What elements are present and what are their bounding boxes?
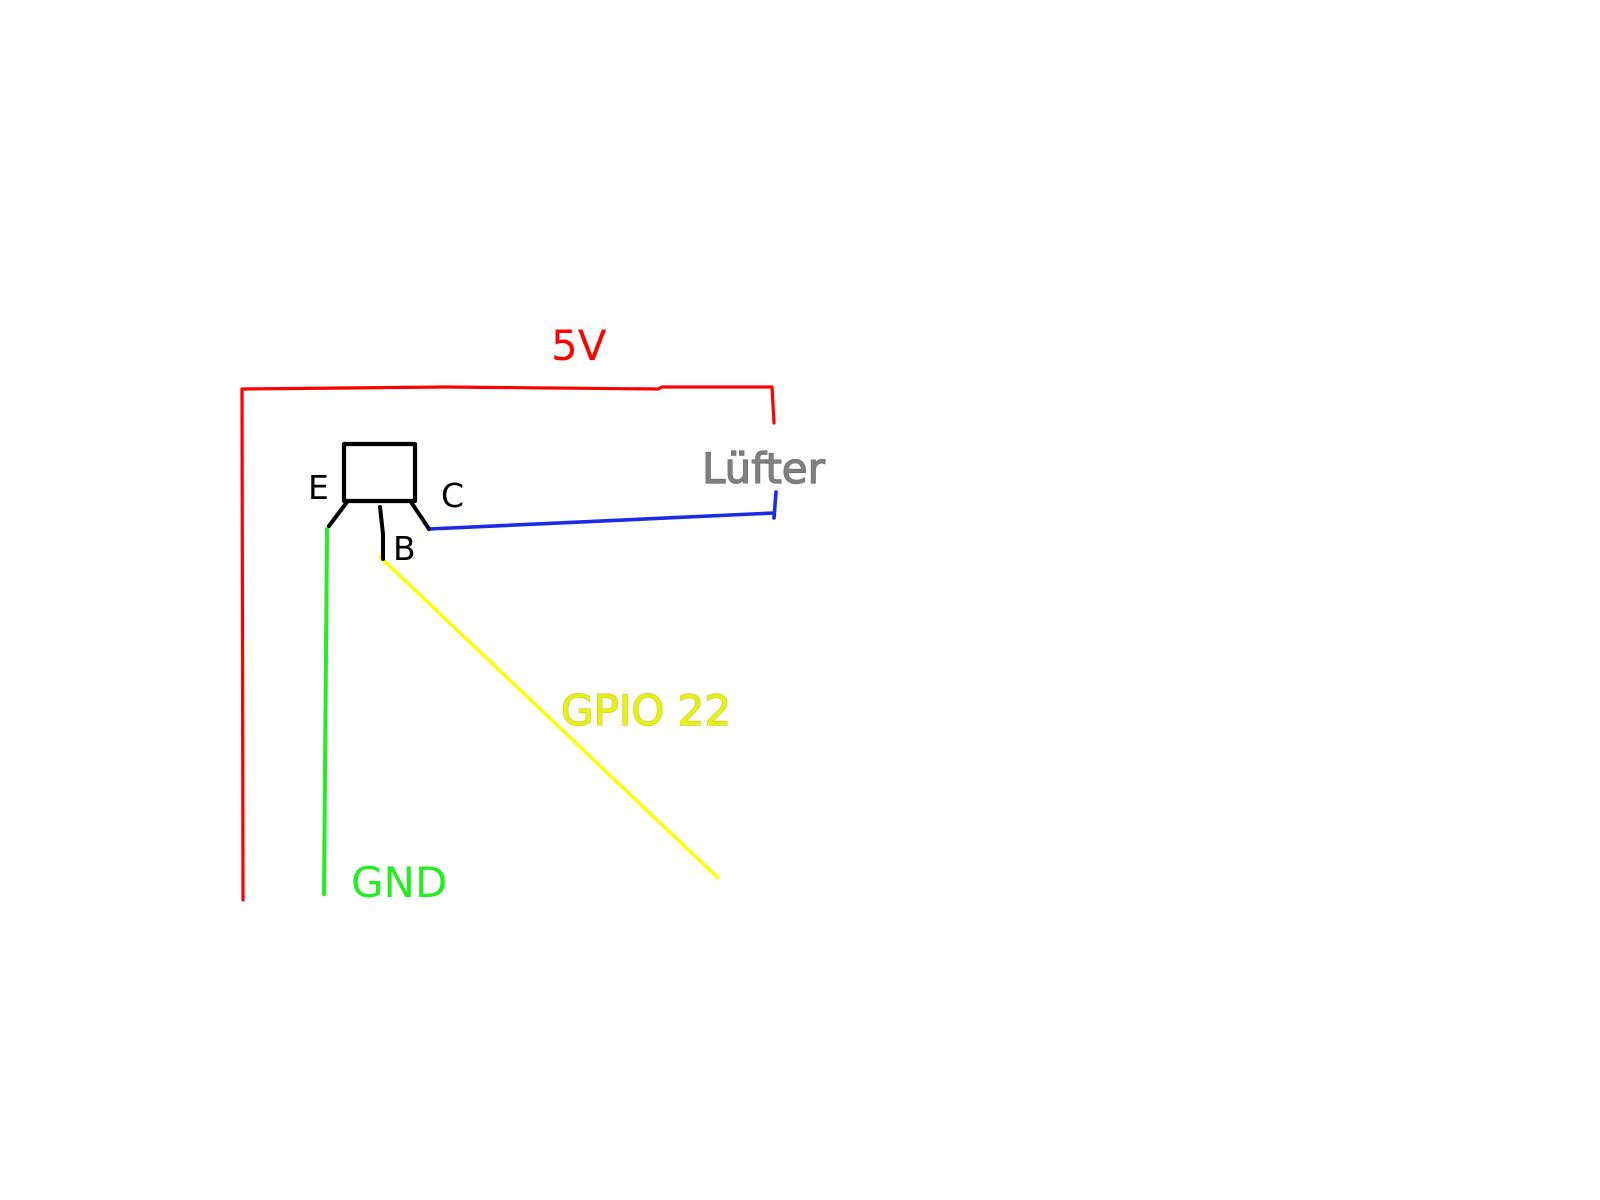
transistor-body	[341, 441, 418, 504]
ground-label: GND	[351, 858, 447, 907]
base-leg	[378, 505, 385, 561]
gpio-label: GPIO 22	[561, 686, 731, 735]
base-label: B	[393, 529, 416, 568]
npn-transistor	[327, 441, 431, 561]
supply-label: 5V	[551, 321, 607, 370]
collector-label: C	[441, 476, 464, 515]
fan-lead	[772, 490, 778, 520]
gpio-signal-wire	[378, 555, 720, 880]
ground-wire	[322, 527, 329, 896]
emitter-label: E	[308, 468, 329, 507]
emitter-leg	[327, 500, 349, 528]
collector-wire	[427, 511, 776, 531]
supply-wire-5v	[240, 385, 776, 902]
collector-leg	[409, 500, 431, 531]
fan-label: Lüfter	[702, 444, 826, 493]
